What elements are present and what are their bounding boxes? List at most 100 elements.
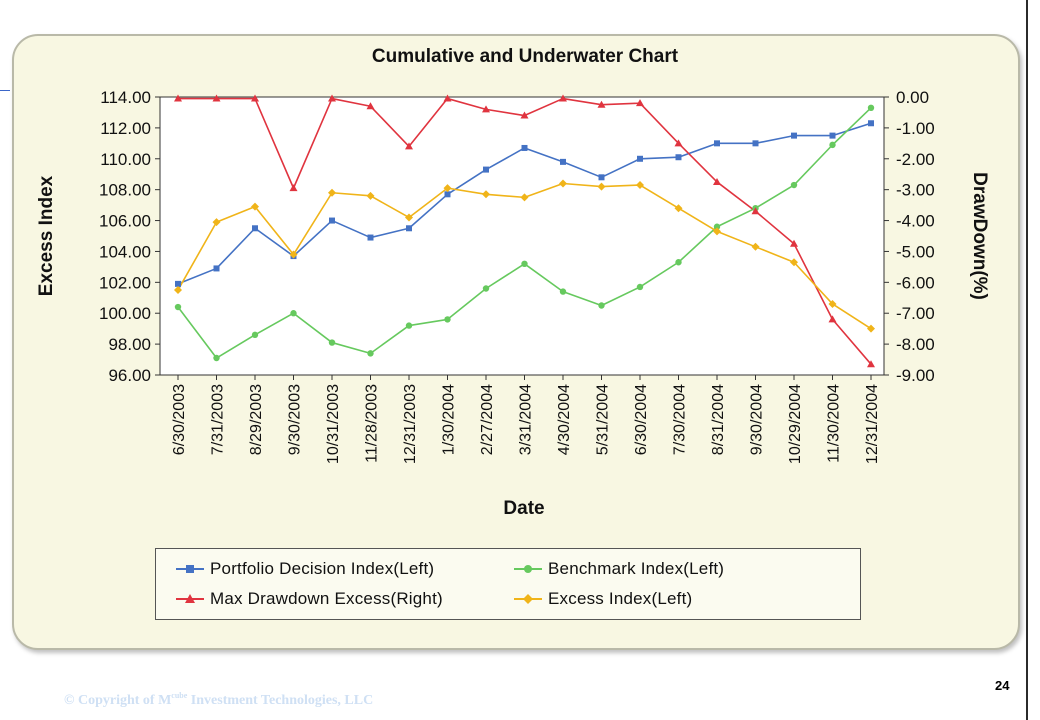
data-point-diamond <box>174 286 182 295</box>
data-point-square <box>752 140 759 147</box>
data-point-diamond <box>828 299 837 308</box>
data-point-square <box>444 191 451 198</box>
data-point-diamond <box>366 191 375 200</box>
y-tick-label-right: -9.00 <box>896 366 935 385</box>
y-tick-label-right: -7.00 <box>896 304 935 323</box>
data-point-triangle <box>174 94 182 102</box>
data-point-square <box>637 155 643 162</box>
data-point-circle <box>290 310 297 317</box>
data-point-triangle <box>636 99 644 107</box>
data-point-circle <box>598 302 605 309</box>
x-tick-label: 5/31/2004 <box>595 384 612 455</box>
y-tick-label-right: -6.00 <box>896 273 935 292</box>
right-edge-rule <box>1026 0 1028 720</box>
data-point-triangle <box>328 94 336 102</box>
data-point-square <box>791 132 797 139</box>
circle-marker-icon <box>514 565 542 573</box>
data-point-diamond <box>328 188 336 197</box>
data-point-triangle <box>289 184 298 192</box>
page-number: 24 <box>995 678 1010 693</box>
y-tick-label-left: 100.00 <box>99 304 151 323</box>
y-tick-label-right: -3.00 <box>896 181 935 200</box>
data-point-square <box>252 225 258 232</box>
y-tick-label-left: 108.00 <box>99 181 151 200</box>
data-point-circle <box>867 104 875 112</box>
data-point-triangle <box>674 139 683 147</box>
data-point-triangle <box>751 207 760 215</box>
data-point-circle <box>790 181 798 189</box>
data-point-circle <box>521 260 528 267</box>
y-tick-label-left: 106.00 <box>99 212 151 231</box>
data-point-circle <box>559 288 567 295</box>
x-tick-label: 7/31/2003 <box>210 384 227 455</box>
data-point-circle <box>328 339 336 346</box>
triangle-marker-icon <box>176 594 204 603</box>
data-point-triangle <box>828 315 837 323</box>
y-axis-label-right: DrawDown(%) <box>969 172 990 300</box>
y-tick-label-right: 0.00 <box>896 88 929 107</box>
data-point-circle <box>251 331 259 339</box>
data-point-diamond <box>790 258 798 267</box>
data-point-diamond <box>212 218 221 227</box>
x-tick-label: 10/29/2004 <box>787 384 804 464</box>
legend-item-max-drawdown-excess: Max Drawdown Excess(Right) <box>176 589 443 609</box>
data-point-square <box>868 120 874 127</box>
data-point-square <box>213 265 220 272</box>
y-axis-label-left: Excess Index <box>36 175 57 296</box>
x-tick-label: 4/30/2004 <box>556 384 573 455</box>
data-point-square <box>329 217 335 224</box>
x-axis-label: Date <box>503 498 544 519</box>
y-tick-label-right: -2.00 <box>896 150 935 169</box>
data-point-diamond <box>482 190 490 199</box>
data-point-square <box>560 158 566 165</box>
data-point-triangle <box>790 239 798 247</box>
data-point-square <box>483 166 489 173</box>
data-point-diamond <box>251 202 259 211</box>
data-point-circle <box>482 285 490 292</box>
y-tick-label-left: 98.00 <box>108 335 151 354</box>
data-point-square <box>714 140 720 147</box>
y-tick-label-right: -5.00 <box>896 242 935 261</box>
y-tick-label-left: 112.00 <box>100 119 151 138</box>
x-tick-label: 6/30/2003 <box>171 384 188 455</box>
data-point-diamond <box>559 179 567 188</box>
data-point-diamond <box>443 184 452 193</box>
data-point-triangle <box>443 94 452 102</box>
data-point-diamond <box>867 324 875 333</box>
data-point-diamond <box>405 213 413 222</box>
data-point-circle <box>405 322 413 329</box>
data-point-triangle <box>713 177 721 185</box>
data-point-square <box>598 174 605 181</box>
data-point-circle <box>174 303 182 311</box>
data-point-square <box>829 132 836 139</box>
data-point-circle <box>367 350 374 357</box>
y-tick-label-left: 114.00 <box>100 88 151 107</box>
data-point-circle <box>829 141 836 149</box>
data-point-triangle <box>520 111 529 119</box>
data-point-circle <box>444 316 451 323</box>
x-tick-label: 11/28/2003 <box>364 384 381 463</box>
data-point-square <box>367 234 374 241</box>
legend-label: Excess Index(Left) <box>548 589 693 608</box>
chart-title: Cumulative and Underwater Chart <box>372 46 679 67</box>
x-tick-label: 8/29/2003 <box>248 384 265 455</box>
x-tick-label: 2/27/2004 <box>479 384 496 455</box>
data-point-square <box>675 154 682 161</box>
x-tick-label: 12/31/2004 <box>864 384 881 464</box>
data-point-diamond <box>636 181 644 190</box>
data-point-diamond <box>597 182 606 191</box>
top-left-rule <box>0 90 10 91</box>
data-point-triangle <box>867 360 875 368</box>
y-tick-label-left: 102.00 <box>99 273 151 292</box>
data-point-diamond <box>520 193 529 202</box>
legend-label: Benchmark Index(Left) <box>548 559 725 578</box>
x-tick-label: 1/30/2004 <box>441 384 458 455</box>
y-tick-label-left: 96.00 <box>108 366 151 385</box>
diamond-marker-icon <box>514 594 542 604</box>
x-tick-label: 9/30/2003 <box>287 384 304 455</box>
x-tick-label: 3/31/2004 <box>518 384 535 455</box>
legend-item-excess-index: Excess Index(Left) <box>514 589 692 609</box>
data-point-circle <box>636 283 644 291</box>
data-point-circle <box>713 223 721 230</box>
copyright-notice: © Copyright of Mcube Investment Technolo… <box>64 691 374 708</box>
